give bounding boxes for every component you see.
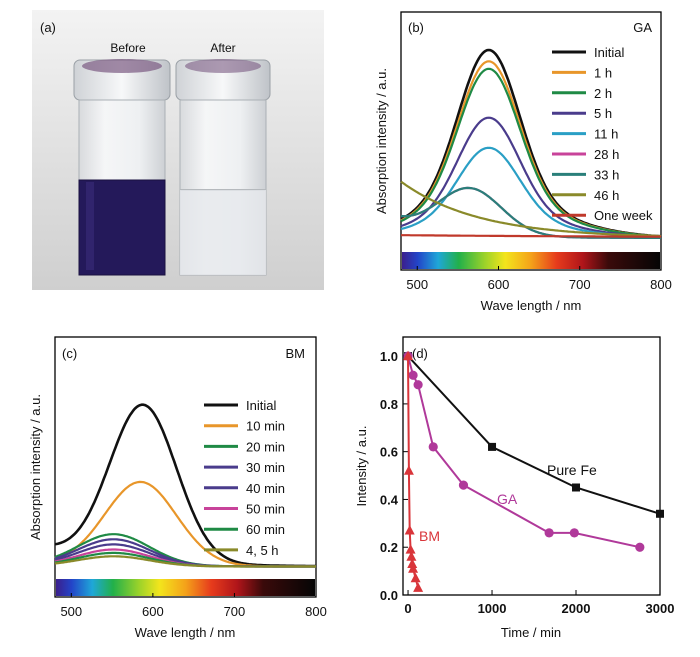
curve-33-h — [400, 186, 661, 239]
series-line-pure-fe — [407, 355, 661, 515]
panel-b-label: (b) — [408, 20, 424, 35]
marker-pure-fe-3 — [656, 509, 664, 518]
panel-c-frame — [54, 336, 317, 598]
panel-c-x-label: Wave length / nm — [135, 625, 236, 640]
series-label-bm: BM — [419, 528, 440, 544]
legend-label-20-min: 20 min — [246, 439, 285, 454]
panel-b-title: GA — [633, 20, 652, 35]
series-label-pure-fe: Pure Fe — [547, 462, 597, 478]
panel-b-x-label: Wave length / nm — [481, 298, 582, 313]
marker-bm-6 — [408, 563, 419, 573]
marker-pure-fe-1 — [488, 442, 497, 451]
panel-d-chart: 0 1000 2000 3000 0.0 0.2 0.4 0.6 0.8 1.0 (d) Time… — [354, 336, 675, 640]
x-tick-label-600: 600 — [142, 604, 164, 619]
panel-d-x-label: Time / min — [501, 625, 561, 640]
marker-bm-7 — [410, 572, 421, 583]
legend-label-1-h: 1 h — [594, 65, 612, 80]
after-label: After — [210, 41, 235, 55]
photo-background — [32, 10, 324, 290]
y-tick-label-0.8: 0.8 — [380, 397, 398, 412]
legend-label-30-min: 30 min — [246, 460, 285, 475]
panel-b-legend: Initial 1 h 2 h 5 h 11 h 28 h 33 h 46 h One week — [552, 45, 653, 223]
legend-label-46-h: 46 h — [594, 188, 619, 203]
panel-c-x-axis: 500 600 700 800 — [60, 593, 327, 619]
panel-c-legend: Initial 10 min 20 min 30 min 40 min 50 min 60 … — [204, 398, 285, 558]
panel-d-y-label: Intensity / a.u. — [354, 426, 369, 507]
x-tick-label-500: 500 — [406, 277, 428, 292]
y-tick-label-0.4: 0.4 — [380, 492, 399, 507]
panel-a-label: (a) — [40, 20, 56, 35]
x-tick-label-800: 800 — [305, 604, 327, 619]
legend-label-33-h: 33 h — [594, 167, 619, 182]
panel-b-frame — [400, 11, 662, 271]
marker-ga-4 — [458, 480, 469, 490]
before-label: Before — [110, 41, 146, 55]
panel-c-curves — [54, 403, 316, 568]
vial-before — [73, 59, 171, 276]
marker-pure-fe-2 — [572, 483, 581, 492]
legend-label-50-min: 50 min — [246, 502, 285, 517]
x-tick-label-1000: 1000 — [478, 601, 507, 616]
x-tick-label-2000: 2000 — [562, 601, 591, 616]
panel-c-title: BM — [286, 346, 306, 361]
legend-label-4-5-h: 4, 5 h — [246, 543, 279, 558]
y-tick-label-0: 0.0 — [380, 588, 398, 603]
curve-2-h — [400, 67, 662, 238]
legend-label-60-min: 60 min — [246, 522, 285, 537]
y-tick-label-1: 1.0 — [380, 349, 398, 364]
series-line-ga — [407, 355, 641, 549]
panel-c-y-label: Absorption intensity / a.u. — [28, 394, 43, 540]
panel-b-curves — [400, 48, 662, 239]
curve-46-h — [400, 180, 662, 238]
x-tick-label-3000: 3000 — [646, 601, 675, 616]
panel-b-spectrum-bar — [402, 252, 660, 269]
legend-label-28-h: 28 h — [594, 147, 619, 162]
legend-label-11-h: 11 h — [594, 127, 618, 142]
panel-c-label: (c) — [62, 346, 77, 361]
panel-c-spectrum-bar — [56, 579, 315, 596]
curve-one-week — [401, 234, 661, 238]
marker-ga-5 — [544, 528, 554, 538]
curve-4-5-h — [54, 555, 316, 568]
x-tick-label-500: 500 — [60, 604, 82, 619]
legend-label-5-h: 5 h — [594, 106, 612, 121]
panel-d-label: (d) — [412, 346, 428, 361]
legend-label-10-min: 10 min — [246, 419, 285, 434]
legend-label-initial: Initial — [246, 398, 276, 413]
panel-d-axes: 0 1000 2000 3000 0.0 0.2 0.4 0.6 0.8 1.0 — [380, 349, 675, 616]
legend-label-initial: Initial — [594, 45, 624, 60]
marker-ga-3 — [428, 442, 438, 452]
x-tick-label-600: 600 — [488, 277, 510, 292]
panel-c-chart: Initial 10 min 20 min 30 min 40 min 50 min 60 … — [28, 336, 327, 640]
marker-ga-1 — [408, 370, 418, 380]
marker-bm-0 — [403, 350, 414, 361]
legend-label-40-min: 40 min — [246, 481, 285, 496]
panel-d-series-labels: Pure Fe GA BM — [419, 462, 597, 544]
y-tick-label-0.2: 0.2 — [380, 540, 398, 555]
panel-a-photo: (a) Before After — [32, 10, 324, 290]
marker-ga-7 — [635, 542, 645, 552]
marker-bm-3 — [405, 544, 416, 554]
legend-label-one-week: One week — [594, 208, 653, 223]
panel-b-chart: Initial 1 h 2 h 5 h 11 h 28 h 33 h 46 h One week… — [374, 11, 672, 313]
x-tick-label-700: 700 — [569, 277, 591, 292]
y-tick-label-0.6: 0.6 — [380, 445, 398, 460]
marker-ga-2 — [413, 380, 423, 390]
marker-bm-2 — [404, 525, 415, 535]
panel-d-series — [403, 350, 664, 592]
x-tick-label-0: 0 — [404, 601, 411, 616]
marker-ga-6 — [569, 528, 579, 538]
legend-label-2-h: 2 h — [594, 86, 612, 101]
marker-bm-5 — [407, 558, 418, 568]
panel-b-x-axis: 500 600 700 800 — [406, 266, 672, 292]
vial-after — [175, 59, 271, 276]
series-label-ga: GA — [497, 491, 518, 507]
marker-bm-1 — [403, 465, 414, 475]
x-tick-label-700: 700 — [224, 604, 246, 619]
panel-b-y-label: Absorption intensity / a.u. — [374, 68, 389, 214]
marker-bm-8 — [413, 582, 424, 592]
x-tick-label-800: 800 — [650, 277, 672, 292]
panel-d-frame — [402, 336, 661, 596]
marker-bm-4 — [406, 551, 417, 561]
